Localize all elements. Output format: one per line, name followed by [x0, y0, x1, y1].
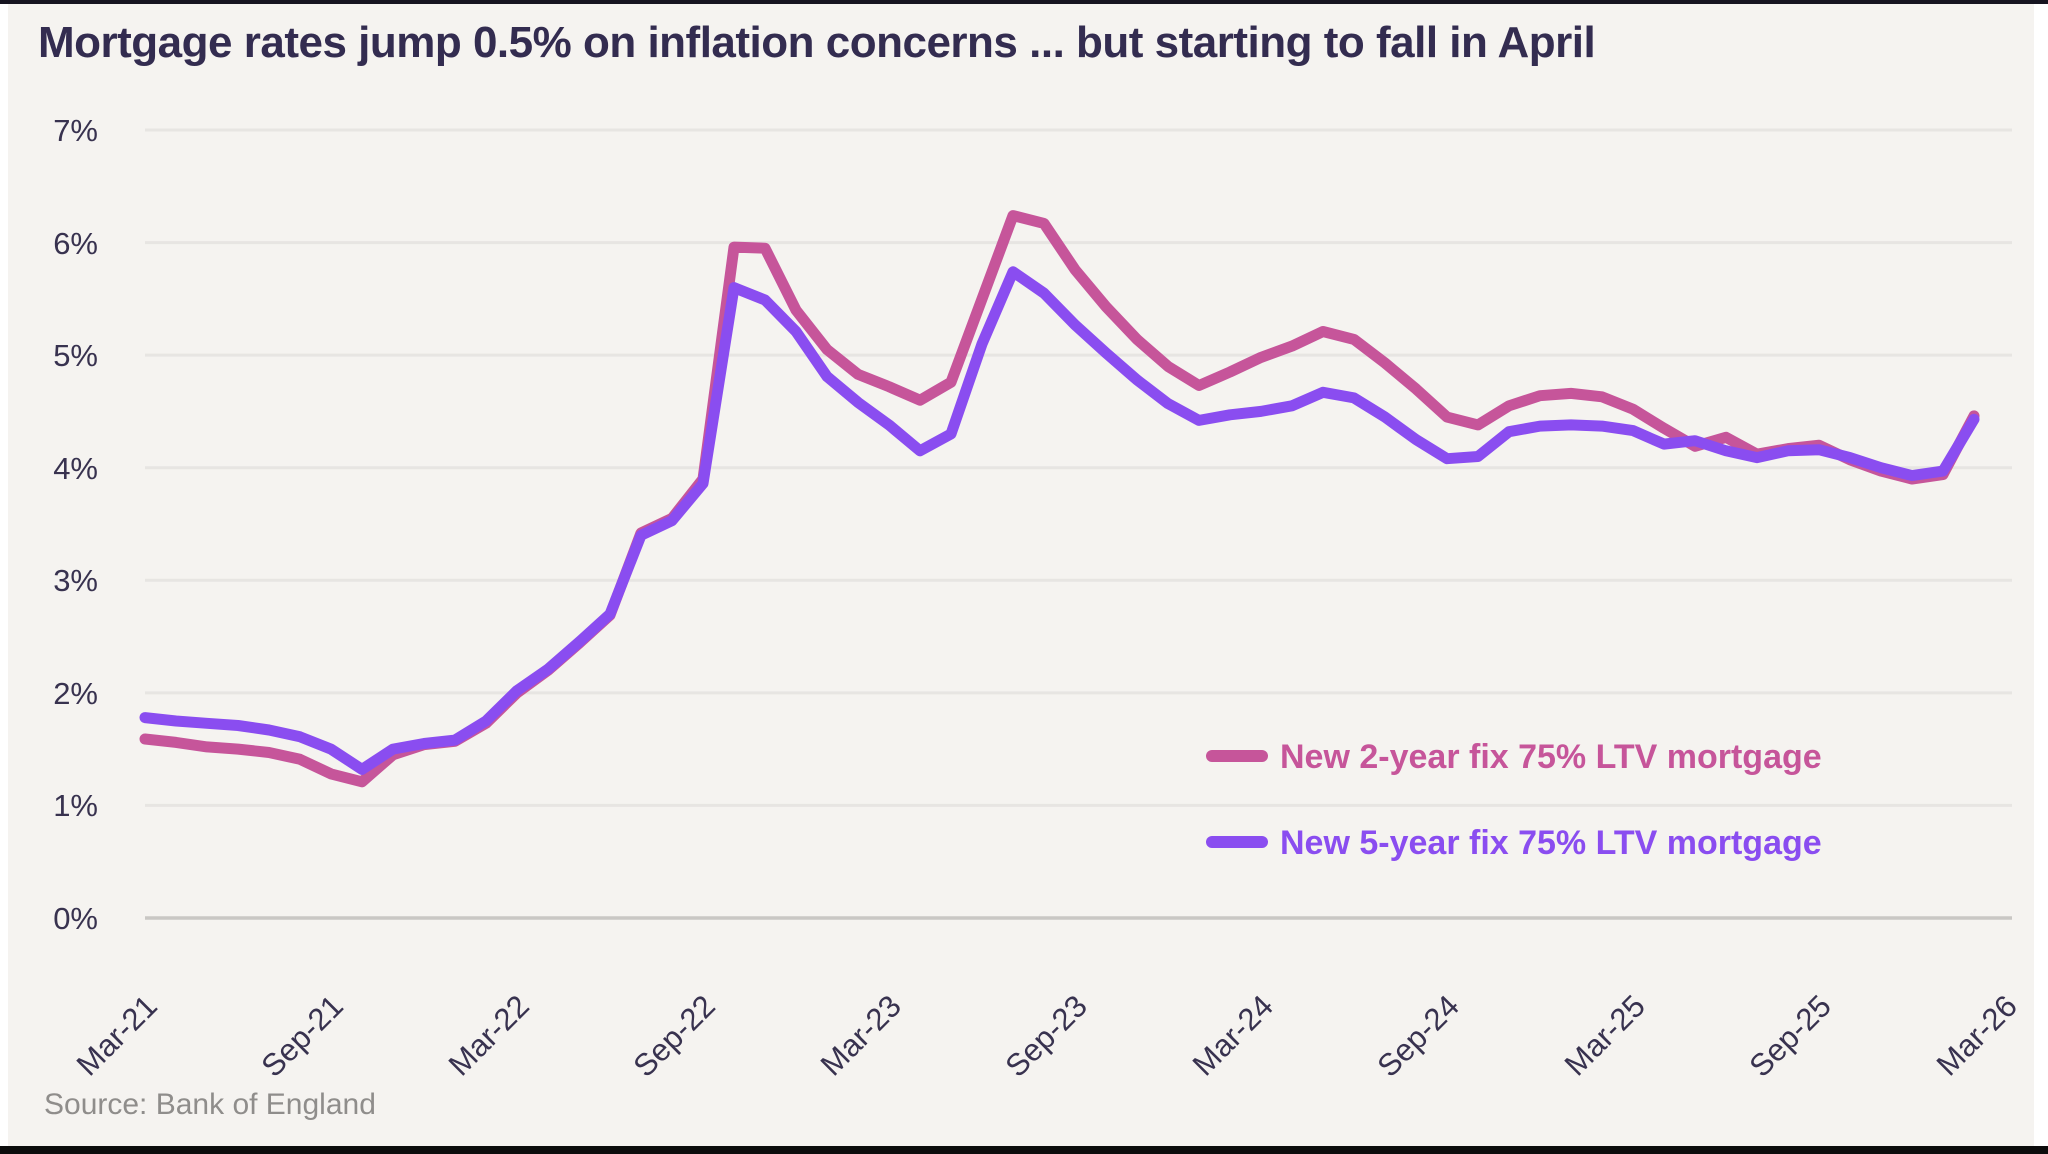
series-line-5yr-fix	[139, 266, 1980, 775]
screenshot-top-border	[0, 0, 2048, 4]
y-axis-tick-label: 7%	[53, 113, 98, 148]
y-axis-tick-label: 5%	[53, 338, 98, 373]
x-axis-tick-label: Mar-25	[1558, 988, 1652, 1082]
x-axis-tick-label: Mar-23	[814, 988, 908, 1082]
y-axis-tick-label: 6%	[53, 226, 98, 261]
y-axis-tick-label: 1%	[53, 788, 98, 823]
x-axis-tick-label: Sep-23	[999, 988, 1094, 1083]
x-axis-tick-label: Mar-26	[1930, 988, 2024, 1082]
y-axis: 7% 6% 5% 4% 3% 2% 1% 0%	[53, 113, 98, 936]
legend-label-2yr: New 2-year fix 75% LTV mortgage	[1280, 738, 1822, 776]
x-axis-tick-label: Sep-25	[1743, 988, 1838, 1083]
x-axis-tick-label: Mar-24	[1186, 988, 1280, 1082]
source-note: Source: Bank of England	[44, 1088, 376, 1121]
y-axis-tick-label: 3%	[53, 563, 98, 598]
x-axis-tick-label: Sep-24	[1371, 988, 1466, 1083]
y-axis-tick-label: 2%	[53, 676, 98, 711]
chart-card	[8, 4, 2034, 1146]
legend-label-5yr: New 5-year fix 75% LTV mortgage	[1280, 824, 1822, 862]
x-axis-tick-label: Mar-21	[70, 988, 164, 1082]
series-line-2yr-fix	[139, 210, 1980, 788]
y-axis-tick-label: 4%	[53, 451, 98, 486]
y-axis-tick-label: 0%	[53, 901, 98, 936]
screenshot-bottom-border	[0, 1146, 2048, 1154]
x-axis-tick-label: Sep-22	[627, 988, 722, 1083]
gridlines	[145, 128, 2012, 920]
chart-title: Mortgage rates jump 0.5% on inflation co…	[38, 18, 1596, 67]
x-axis-tick-label: Mar-22	[442, 988, 536, 1082]
x-axis-tick-label: Sep-21	[255, 988, 350, 1083]
legend: New 2-year fix 75% LTV mortgage New 5-ye…	[1206, 738, 1822, 862]
x-axis: Mar-21 Sep-21 Mar-22 Sep-22 Mar-23 Sep-2…	[70, 988, 2024, 1083]
